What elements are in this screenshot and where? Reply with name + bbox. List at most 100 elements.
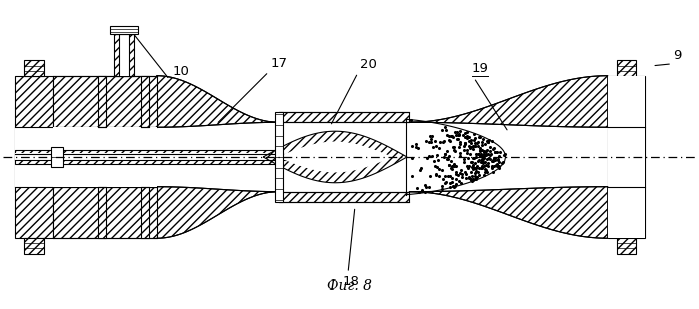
Point	[449, 145, 460, 150]
Point	[436, 186, 447, 191]
Point	[487, 158, 498, 163]
Point	[477, 166, 488, 171]
Point	[437, 184, 448, 189]
Text: Фиг. 8: Фиг. 8	[326, 279, 371, 293]
Point	[438, 138, 449, 143]
Point	[473, 166, 484, 171]
Point	[469, 140, 480, 145]
Point	[421, 185, 432, 190]
Point	[482, 161, 493, 166]
Point	[479, 160, 490, 165]
Point	[462, 156, 473, 161]
Point	[466, 137, 477, 142]
Polygon shape	[410, 76, 607, 127]
Point	[428, 159, 440, 164]
Point	[470, 144, 481, 149]
Point	[468, 167, 479, 172]
Point	[486, 151, 497, 156]
Point	[480, 163, 491, 167]
Point	[470, 152, 482, 157]
Bar	[617, 60, 636, 76]
Point	[449, 163, 460, 168]
Point	[431, 172, 442, 177]
Point	[484, 137, 495, 142]
Point	[493, 154, 505, 159]
Bar	[15, 76, 52, 157]
Point	[447, 133, 458, 138]
Point	[485, 144, 496, 149]
Point	[471, 141, 482, 146]
Point	[475, 147, 486, 152]
Point	[480, 149, 491, 154]
Point	[497, 160, 508, 165]
Point	[461, 148, 472, 153]
Point	[489, 150, 500, 155]
Point	[416, 166, 427, 171]
Point	[487, 166, 498, 171]
Point	[420, 190, 431, 195]
Point	[483, 152, 494, 157]
Point	[474, 134, 485, 139]
Point	[465, 144, 476, 149]
Point	[477, 160, 488, 165]
Point	[440, 127, 452, 132]
Point	[430, 144, 441, 149]
Point	[431, 152, 442, 157]
Point	[463, 134, 475, 139]
Text: 19: 19	[472, 62, 489, 75]
Point	[470, 165, 482, 170]
Point	[446, 176, 457, 181]
Point	[454, 142, 465, 147]
Point	[451, 169, 462, 174]
Point	[482, 139, 493, 144]
Point	[459, 140, 470, 145]
Point	[489, 157, 500, 162]
Point	[464, 146, 475, 150]
Text: 20: 20	[360, 58, 377, 71]
Point	[438, 176, 449, 181]
Point	[433, 146, 445, 150]
Point	[466, 165, 477, 170]
Point	[473, 158, 484, 163]
Point	[440, 180, 452, 185]
Point	[424, 133, 435, 138]
Point	[470, 177, 481, 182]
Point	[482, 140, 493, 145]
Point	[445, 180, 456, 185]
Point	[475, 151, 487, 156]
Point	[468, 144, 479, 149]
Point	[477, 152, 488, 157]
Point	[407, 155, 418, 160]
Point	[445, 139, 456, 144]
Point	[484, 157, 495, 162]
Point	[445, 133, 456, 138]
Point	[477, 143, 488, 148]
Point	[454, 132, 465, 137]
Point	[491, 164, 503, 169]
Point	[470, 136, 481, 141]
Point	[451, 137, 462, 142]
Point	[486, 158, 497, 163]
Point	[450, 172, 461, 177]
Text: 18: 18	[343, 275, 360, 288]
Point	[447, 180, 458, 185]
Point	[439, 152, 450, 157]
Point	[489, 156, 500, 161]
Point	[451, 176, 462, 181]
Point	[488, 146, 499, 151]
Point	[461, 129, 473, 134]
Point	[454, 150, 466, 155]
Point	[467, 174, 478, 179]
Point	[452, 133, 463, 138]
Point	[405, 118, 417, 123]
Point	[454, 145, 465, 150]
Point	[450, 183, 461, 188]
Bar	[15, 150, 303, 164]
Point	[470, 165, 481, 170]
Point	[473, 158, 484, 163]
Point	[478, 173, 489, 178]
Point	[458, 133, 469, 138]
Point	[489, 156, 500, 161]
Point	[498, 152, 509, 157]
Point	[447, 144, 459, 149]
